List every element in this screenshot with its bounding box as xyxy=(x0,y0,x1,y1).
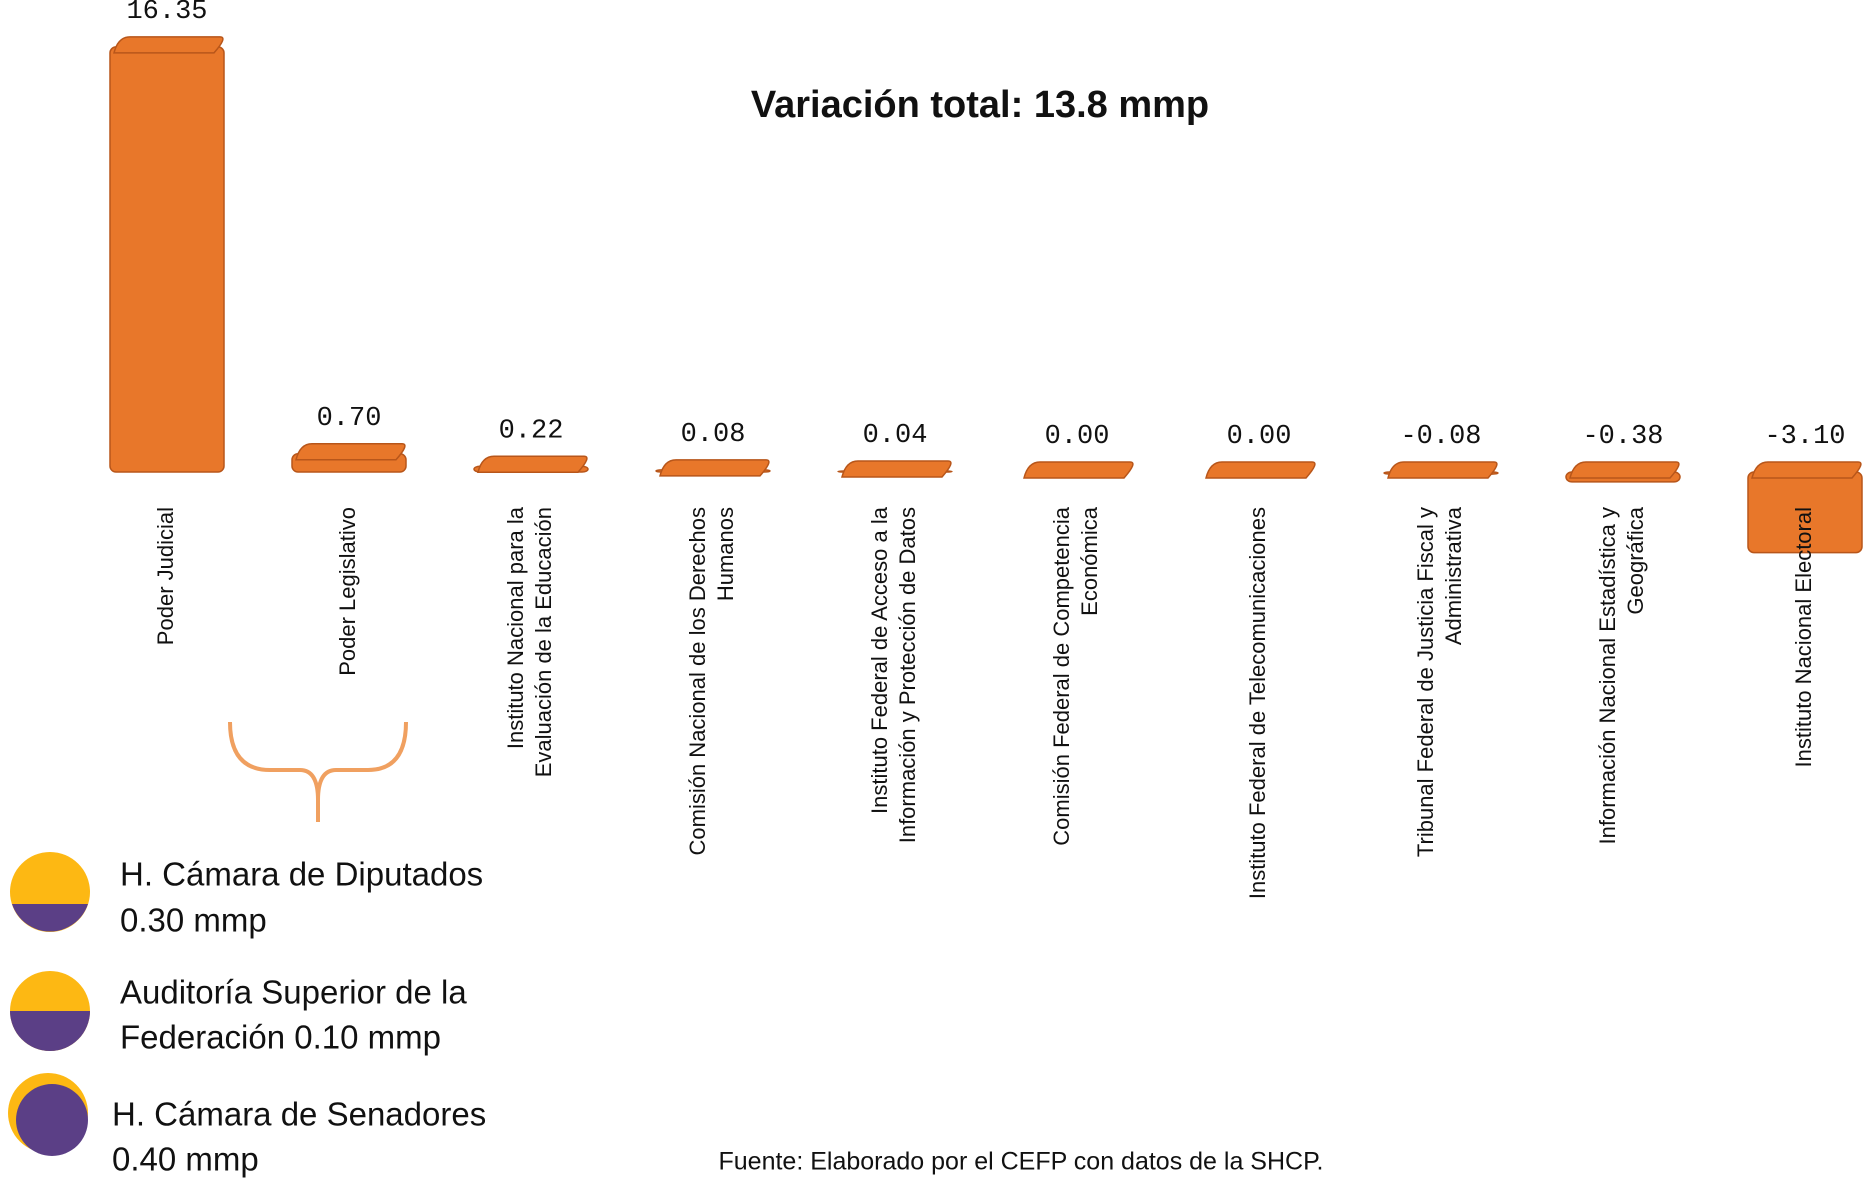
value-label: 0.00 xyxy=(1227,422,1292,452)
x-tick-label: Comisión Federal de Competencia xyxy=(1049,506,1074,845)
x-tick-label: Instituto Federal de Telecomunicaciones xyxy=(1245,507,1270,899)
breakdown-icons xyxy=(8,852,90,1156)
x-tick-label: Humanos xyxy=(713,507,738,601)
value-label: -0.08 xyxy=(1400,422,1481,452)
bar-cap xyxy=(295,443,406,461)
x-tick-label: Información Nacional Estadística y xyxy=(1595,507,1620,845)
breakdown-note: 0.40 mmp xyxy=(112,1141,259,1178)
bar-cap xyxy=(113,36,224,54)
icon-part xyxy=(16,1084,88,1156)
bar-cap xyxy=(477,455,588,474)
value-label: 0.04 xyxy=(863,421,928,451)
x-tick-label: Tribunal Federal de Justicia Fiscal y xyxy=(1413,507,1438,857)
chart-title: Variación total: 13.8 mmp xyxy=(751,84,1209,126)
icon-part xyxy=(12,904,88,932)
x-tick-label: Poder Judicial xyxy=(153,507,178,645)
bar-cap xyxy=(659,459,770,477)
source-note: Fuente: Elaborado por el CEFP con datos … xyxy=(719,1148,1324,1176)
x-tick-label: Evaluación de la Educación xyxy=(531,507,556,777)
x-tick-label: Poder Legislativo xyxy=(335,507,360,676)
x-tick-label: Administrativa xyxy=(1441,506,1466,645)
bar-cap xyxy=(1569,461,1680,479)
bar-cap xyxy=(841,460,952,478)
x-tick-label: Geográfica xyxy=(1623,506,1648,614)
x-tick-label: Información y Protección de Datos xyxy=(895,507,920,843)
brace xyxy=(228,721,408,822)
breakdown-note: H. Cámara de Diputados xyxy=(120,856,483,893)
x-tick-label: Económica xyxy=(1077,506,1102,616)
x-tick-label: Instituto Federal de Acceso a la xyxy=(867,506,892,814)
bar-cap xyxy=(1023,461,1134,479)
bar-cap xyxy=(1205,461,1316,479)
value-label: 0.00 xyxy=(1045,422,1110,452)
breakdown-note: 0.30 mmp xyxy=(120,902,267,939)
bar-cap xyxy=(1387,461,1498,479)
breakdown-note: Auditoría Superior de la xyxy=(120,974,467,1011)
x-tick-label: Comisión Nacional de los Derechos xyxy=(685,507,710,856)
breakdown-note: H. Cámara de Senadores xyxy=(112,1096,486,1133)
x-tick-label: Instituto Nacional para la xyxy=(503,506,528,749)
value-label: -0.38 xyxy=(1582,422,1663,452)
value-label: -3.10 xyxy=(1764,422,1845,452)
value-label: 0.22 xyxy=(499,416,564,446)
bar-cap xyxy=(1751,461,1862,479)
icon-part xyxy=(10,1011,90,1051)
x-tick-label: Instituto Nacional Electoral xyxy=(1791,507,1816,767)
value-label: 16.35 xyxy=(126,0,207,27)
value-label: 0.08 xyxy=(681,420,746,450)
bar xyxy=(109,46,225,473)
value-label: 0.70 xyxy=(317,404,382,434)
breakdown-note: Federación 0.10 mmp xyxy=(120,1019,441,1056)
